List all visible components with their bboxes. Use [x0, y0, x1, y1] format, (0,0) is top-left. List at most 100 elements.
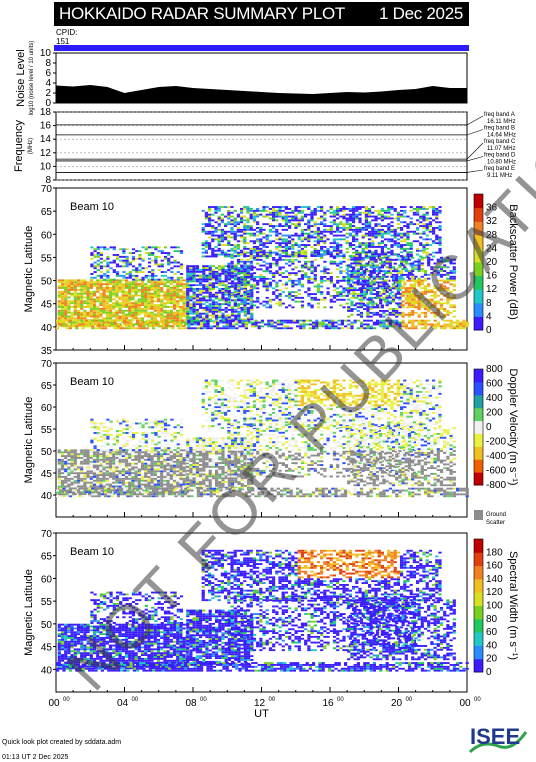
power-scatter-cell: [378, 242, 381, 244]
power-scatter-cell: [285, 244, 288, 246]
power-scatter-cell: [314, 267, 317, 269]
velocity-scatter-cell: [80, 478, 83, 480]
power-scatter-cell: [174, 250, 177, 252]
power-scatter-cell: [216, 324, 219, 326]
power-scatter-cell: [422, 216, 425, 218]
power-scatter-cell: [226, 325, 229, 327]
power-scatter-cell: [376, 287, 379, 289]
power-scatter-cell: [163, 297, 166, 299]
power-scatter-cell: [363, 257, 366, 259]
power-scatter-cell: [112, 308, 115, 310]
power-scatter-cell: [196, 299, 199, 301]
power-scatter-cell: [272, 208, 275, 210]
power-scatter-cell: [94, 262, 97, 264]
power-scatter-cell: [186, 280, 189, 282]
power-scatter-cell: [106, 304, 109, 306]
power-scatter-cell: [240, 268, 243, 270]
power-scatter-cell: [312, 325, 315, 327]
power-scatter-cell: [318, 324, 321, 326]
power-scatter-cell: [310, 218, 313, 220]
power-scatter-cell: [163, 285, 166, 287]
power-scatter-cell: [368, 244, 371, 246]
power-scatter-cell: [209, 298, 212, 300]
power-scatter-cell: [187, 325, 190, 327]
power-scatter-cell: [285, 208, 288, 210]
power-scatter-cell: [275, 265, 278, 267]
power-scatter-cell: [389, 264, 392, 266]
power-scatter-cell: [234, 278, 237, 280]
power-scatter-cell: [72, 322, 75, 324]
power-scatter-cell: [366, 312, 369, 314]
power-scatter-cell: [85, 320, 88, 322]
power-scatter-cell: [91, 327, 94, 329]
power-scatter-cell: [196, 267, 199, 269]
velocity-scatter-cell: [106, 474, 109, 476]
power-scatter-cell: [339, 305, 342, 307]
power-scatter-cell: [176, 297, 179, 299]
power-scatter-cell: [96, 316, 99, 318]
power-scatter-cell: [93, 316, 96, 318]
power-scatter-cell: [342, 291, 345, 293]
power-scatter-cell: [211, 219, 214, 221]
power-scatter-cell: [304, 265, 307, 267]
power-scatter-cell: [96, 279, 99, 281]
power-scatter-cell: [341, 324, 344, 326]
power-scatter-cell: [117, 327, 120, 329]
power-scatter-cell: [160, 302, 163, 304]
power-scatter-cell: [379, 285, 382, 287]
power-scatter-cell: [394, 233, 397, 235]
power-scatter-cell: [196, 279, 199, 281]
power-scatter-cell: [93, 295, 96, 297]
power-scatter-cell: [312, 322, 315, 324]
power-scatter-cell: [253, 272, 256, 274]
power-scatter-cell: [103, 310, 106, 312]
power-scatter-cell: [386, 280, 389, 282]
power-scatter-cell: [116, 256, 119, 258]
power-scatter-cell: [164, 271, 167, 273]
power-scatter-cell: [131, 297, 134, 299]
power-scatter-cell: [390, 254, 393, 256]
power-scatter-cell: [366, 285, 369, 287]
power-scatter-cell: [126, 324, 129, 326]
power-scatter-cell: [202, 298, 205, 300]
power-scatter-cell: [218, 240, 221, 242]
power-scatter-cell: [278, 250, 281, 252]
power-scatter-cell: [228, 279, 231, 281]
power-scatter-cell: [325, 327, 328, 329]
power-scatter-cell: [234, 246, 237, 248]
power-scatter-cell: [221, 303, 224, 305]
power-scatter-cell: [314, 278, 317, 280]
velocity-scatter-cell: [90, 465, 93, 467]
power-scatter-cell: [304, 291, 307, 293]
power-scatter-cell: [234, 284, 237, 286]
power-scatter-cell: [307, 225, 310, 227]
power-scatter-cell: [64, 302, 67, 304]
power-scatter-cell: [282, 303, 285, 305]
power-scatter-cell: [330, 295, 333, 297]
power-scatter-cell: [135, 283, 138, 285]
power-ytick-label: 55: [41, 253, 53, 264]
velocity-scatter-cell: [87, 461, 90, 463]
power-scatter-cell: [93, 283, 96, 285]
power-scatter-cell: [285, 282, 288, 284]
power-scatter-cell: [311, 282, 314, 284]
power-scatter-cell: [320, 231, 323, 233]
power-scatter-cell: [237, 287, 240, 289]
power-scatter-cell: [128, 310, 131, 312]
velocity-scatter-cell: [99, 470, 102, 472]
power-scatter-cell: [211, 225, 214, 227]
power-scatter-cell: [224, 231, 227, 233]
power-scatter-cell: [342, 257, 345, 259]
power-scatter-cell: [135, 308, 138, 310]
power-scatter-cell: [311, 251, 314, 253]
power-scatter-cell: [141, 285, 144, 287]
power-scatter-cell: [416, 229, 419, 231]
power-scatter-cell: [349, 227, 352, 229]
power-scatter-cell: [67, 285, 70, 287]
power-scatter-cell: [323, 225, 326, 227]
power-scatter-cell: [71, 293, 74, 295]
power-scatter-cell: [342, 238, 345, 240]
power-scatter-cell: [135, 258, 138, 260]
power-scatter-cell: [422, 231, 425, 233]
power-scatter-cell: [160, 291, 163, 293]
